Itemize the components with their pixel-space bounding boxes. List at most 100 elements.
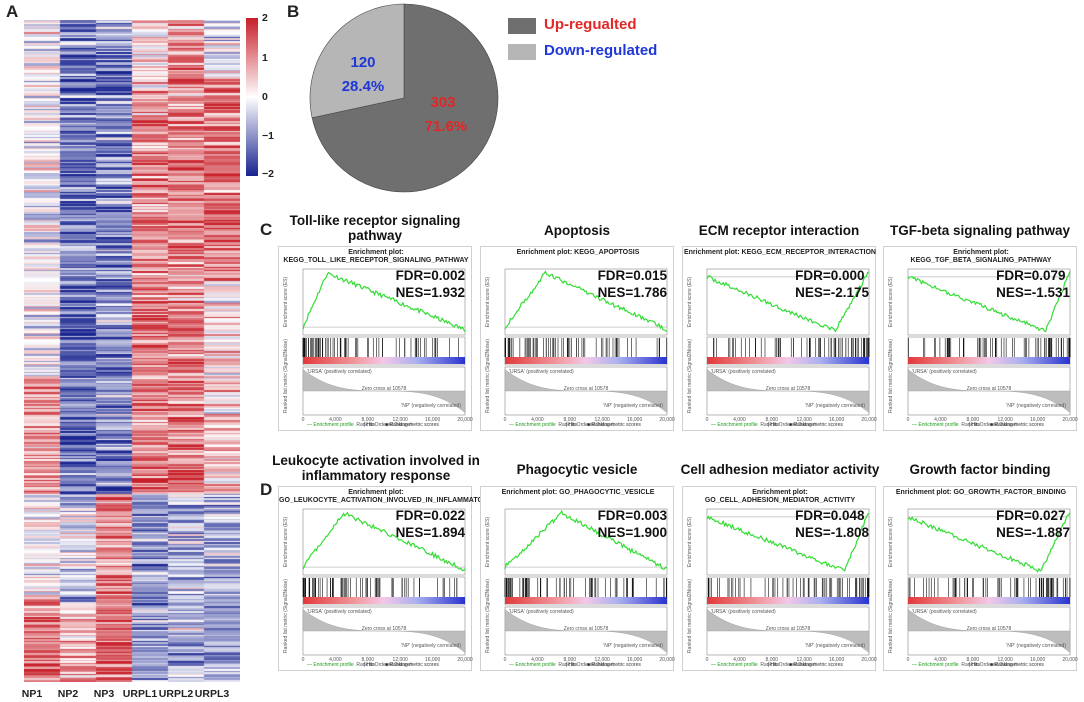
gsea-legend: — Enrichment profile | Hits ■ Ranking metr… bbox=[307, 422, 449, 428]
pos-corr-label: 'URSA' (positively correlated) bbox=[711, 369, 776, 375]
x-tick-label: 4,000 bbox=[733, 417, 746, 423]
legend-entry: ■ Ranking metric scores bbox=[789, 662, 843, 668]
x-tick-label: 16,000 bbox=[627, 417, 643, 423]
panel-label-a: A bbox=[6, 2, 19, 21]
pie-slice-up bbox=[311, 3, 499, 193]
nes-value: NES=1.900 bbox=[597, 525, 667, 540]
x-tick-label: 20,000 bbox=[1062, 657, 1078, 663]
metric-ylabel: Ranked list metric (Signal2Noise) bbox=[283, 339, 289, 413]
x-tick-label: 20,000 bbox=[659, 417, 675, 423]
enrichment-profile-line bbox=[302, 511, 466, 572]
x-tick-label: 8,000 bbox=[766, 657, 779, 663]
colorbar-tick-neg2: −2 bbox=[262, 168, 274, 180]
legend-entry: — Enrichment profile bbox=[509, 422, 556, 428]
nes-value: NES=1.932 bbox=[395, 285, 465, 300]
fdr-value: FDR=0.022 bbox=[395, 508, 465, 523]
zero-cross-label: Zero cross at 10578 bbox=[967, 626, 1012, 632]
gsea-panel-growth-factor: Enrichment plot: GO_GROWTH_FACTOR_BINDIN… bbox=[883, 486, 1078, 671]
gsea-plot-title: Enrichment plot: GO_PHAGOCYTIC_VESICLE bbox=[501, 489, 655, 496]
ranking-metric-area bbox=[302, 368, 466, 414]
pos-corr-label: 'URSA' (positively correlated) bbox=[509, 369, 574, 375]
legend-label-up: Up-regualted bbox=[544, 16, 637, 33]
rank-color-bar bbox=[908, 597, 1070, 604]
gsea-title-apoptosis: Apoptosis bbox=[544, 223, 610, 238]
rank-color-bar bbox=[908, 357, 1070, 364]
heatmap-col-np3: NP3 bbox=[93, 688, 115, 700]
colorbar-tick-neg1: −1 bbox=[262, 130, 274, 142]
enrichment-profile-line bbox=[504, 509, 668, 570]
pie-up-count: 303 bbox=[430, 94, 456, 111]
x-axis-label: Rank in Ordered Dataset bbox=[356, 662, 412, 668]
x-tick-label: 16,000 bbox=[425, 417, 441, 423]
x-tick-label: 4,000 bbox=[934, 417, 947, 423]
gsea-panel-ecm: Enrichment plot: KEGG_ECM_RECEPTOR_INTER… bbox=[682, 246, 877, 431]
x-tick-label: 8,000 bbox=[362, 657, 375, 663]
legend-entry: | Hits bbox=[363, 662, 375, 668]
neg-corr-label: 'NP' (negatively correlated) bbox=[805, 643, 865, 649]
ranking-metric-area bbox=[907, 608, 1071, 654]
x-tick-label: 20,000 bbox=[1062, 417, 1078, 423]
gsea-panel-leukocyte: Enrichment plot: GO_LEUKOCYTE_ACTIVATION… bbox=[278, 486, 535, 671]
nes-value: NES=-1.531 bbox=[996, 285, 1070, 300]
x-tick-label: 16,000 bbox=[829, 657, 845, 663]
ranking-metric-area bbox=[302, 608, 466, 654]
zero-cross-label: Zero cross at 10578 bbox=[766, 386, 811, 392]
legend-entry: | Hits bbox=[968, 422, 980, 428]
heatmap-col-urpl1: URPL1 bbox=[122, 688, 158, 700]
enrichment-profile-line bbox=[907, 512, 1071, 573]
neg-corr-label: 'NP' (negatively correlated) bbox=[603, 643, 663, 649]
gsea-title-growth-factor: Growth factor binding bbox=[909, 462, 1051, 477]
legend-swatch-up bbox=[508, 18, 536, 34]
legend-entry: — Enrichment profile bbox=[912, 422, 959, 428]
x-tick-label: 4,000 bbox=[531, 657, 544, 663]
gsea-plot-title: Enrichment plot: KEGG_ECM_RECEPTOR_INTER… bbox=[683, 249, 876, 256]
pos-corr-label: 'URSA' (positively correlated) bbox=[912, 369, 977, 375]
gsea-plot-leukocyte: Enrichment score (ES) 'URSA' (positively … bbox=[283, 508, 473, 668]
x-tick-label: 4,000 bbox=[934, 657, 947, 663]
x-tick-label: 0 bbox=[504, 417, 507, 423]
x-tick-label: 0 bbox=[302, 657, 305, 663]
legend-entry: — Enrichment profile bbox=[711, 662, 758, 668]
gsea-plot-title: Enrichment plot: KEGG_TGF_BETA_SIGNALING… bbox=[910, 249, 1052, 264]
gsea-plot-cell-adhesion: Enrichment score (ES) 'URSA' (positively … bbox=[687, 508, 877, 668]
x-tick-label: 0 bbox=[907, 657, 910, 663]
nes-value: NES=-1.887 bbox=[996, 525, 1070, 540]
x-tick-label: 12,000 bbox=[393, 657, 409, 663]
es-ylabel: Enrichment score (ES) bbox=[888, 517, 894, 568]
gsea-title-ecm: ECM receptor interaction bbox=[698, 223, 860, 238]
pie-up-pct: 71.6% bbox=[424, 118, 468, 135]
es-ylabel: Enrichment score (ES) bbox=[283, 517, 289, 568]
x-axis-label: Rank in Ordered Dataset bbox=[558, 422, 614, 428]
gsea-stats: FDR=0.000 NES=-2.175 bbox=[795, 267, 869, 301]
x-axis-label: Rank in Ordered Dataset bbox=[961, 662, 1017, 668]
neg-corr-label: 'NP' (negatively correlated) bbox=[603, 403, 663, 409]
es-plot-frame bbox=[504, 508, 668, 576]
gsea-panel-tgf: Enrichment plot: KEGG_TGF_BETA_SIGNALING… bbox=[883, 246, 1078, 431]
gsea-stats: FDR=0.048 NES=-1.808 bbox=[795, 507, 869, 541]
pie-chart bbox=[309, 3, 499, 193]
gsea-legend: — Enrichment profile | Hits ■ Ranking metr… bbox=[509, 422, 651, 428]
x-tick-label: 12,000 bbox=[595, 657, 611, 663]
es-ylabel: Enrichment score (ES) bbox=[485, 517, 491, 568]
neg-corr-label: 'NP' (negatively correlated) bbox=[401, 643, 461, 649]
es-plot-frame bbox=[907, 508, 1071, 576]
gsea-title-cell-adhesion: Cell adhesion mediator activity bbox=[680, 462, 880, 477]
fdr-value: FDR=0.002 bbox=[395, 268, 465, 283]
zero-cross-label: Zero cross at 10578 bbox=[362, 386, 407, 392]
x-tick-label: 12,000 bbox=[595, 417, 611, 423]
metric-ylabel: Ranked list metric (Signal2Noise) bbox=[485, 579, 491, 653]
neg-corr-label: 'NP' (negatively correlated) bbox=[401, 403, 461, 409]
enrichment-profile-line bbox=[706, 512, 870, 572]
gsea-stats: FDR=0.079 NES=-1.531 bbox=[996, 267, 1070, 301]
nes-value: NES=1.786 bbox=[597, 285, 667, 300]
x-tick-label: 20,000 bbox=[457, 657, 473, 663]
colorbar-tick-2: 2 bbox=[262, 12, 268, 24]
x-axis-label: Rank in Ordered Dataset bbox=[558, 662, 614, 668]
ranking-metric-area bbox=[706, 368, 870, 414]
legend-entry: ■ Ranking metric scores bbox=[587, 422, 641, 428]
legend-swatch-down bbox=[508, 44, 536, 60]
gsea-stats: FDR=0.027 NES=-1.887 bbox=[996, 507, 1070, 541]
zero-cross-label: Zero cross at 10578 bbox=[967, 386, 1012, 392]
es-plot-frame bbox=[302, 508, 466, 576]
heatmap-col-urpl3: URPL3 bbox=[194, 688, 230, 700]
